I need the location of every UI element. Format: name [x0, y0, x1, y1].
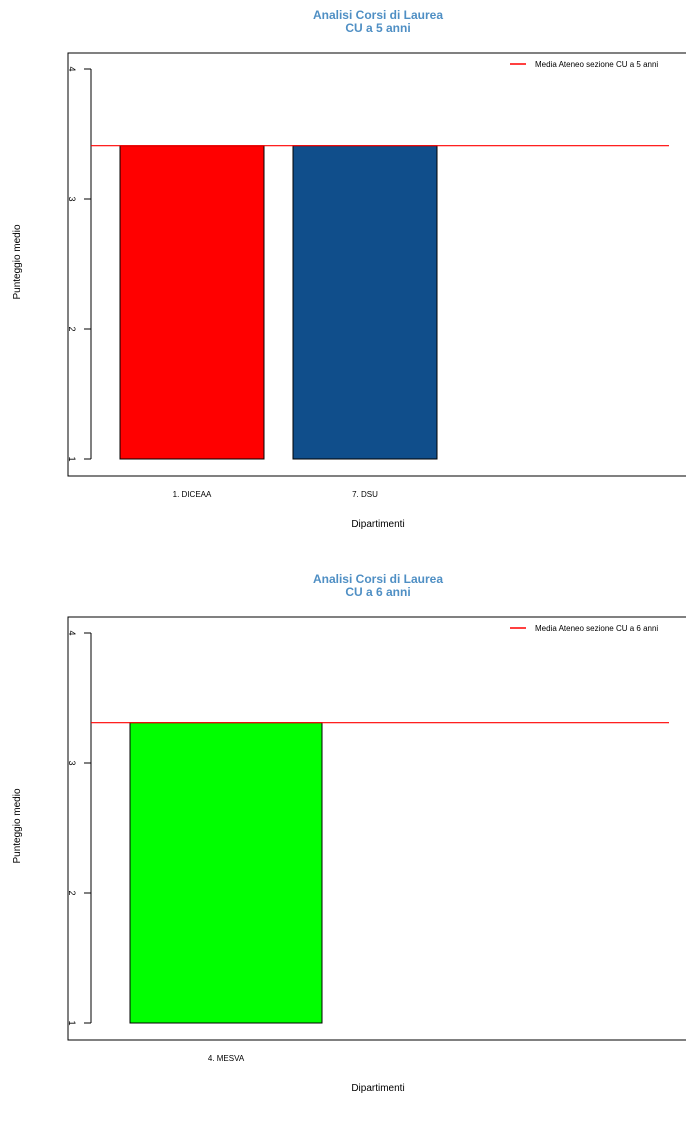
y-tick-label: 4 — [67, 630, 77, 635]
chart-title: Analisi Corsi di Laurea — [313, 8, 443, 22]
y-tick-label: 2 — [67, 326, 77, 331]
plot-box — [67, 52, 686, 477]
chart-subtitle: CU a 6 anni — [345, 585, 410, 599]
bar-1 — [129, 722, 323, 1024]
y-tick-label: 1 — [67, 456, 77, 461]
bar-2 — [292, 145, 438, 460]
y-axis-label: Punteggio medio — [12, 788, 23, 863]
y-tick-label: 4 — [67, 66, 77, 71]
y-tick-label: 1 — [67, 1020, 77, 1025]
category-label: 4. MESVA — [208, 1054, 245, 1063]
category-label: 7. DSU — [352, 490, 378, 499]
legend-label: Media Ateneo sezione CU a 5 anni — [535, 60, 658, 69]
chart-subtitle: CU a 5 anni — [345, 21, 410, 35]
bar-1 — [119, 145, 265, 460]
category-label: 1. DICEAA — [173, 490, 212, 499]
y-axis-label: Punteggio medio — [12, 224, 23, 299]
y-tick-label: 3 — [67, 196, 77, 201]
y-tick-label: 3 — [67, 760, 77, 765]
plot-box — [67, 616, 686, 1041]
legend-label: Media Ateneo sezione CU a 6 anni — [535, 624, 658, 633]
x-axis-label: Dipartimenti — [351, 1083, 404, 1094]
y-tick-label: 2 — [67, 890, 77, 895]
x-axis-label: Dipartimenti — [351, 519, 404, 530]
chart-title: Analisi Corsi di Laurea — [313, 572, 443, 586]
